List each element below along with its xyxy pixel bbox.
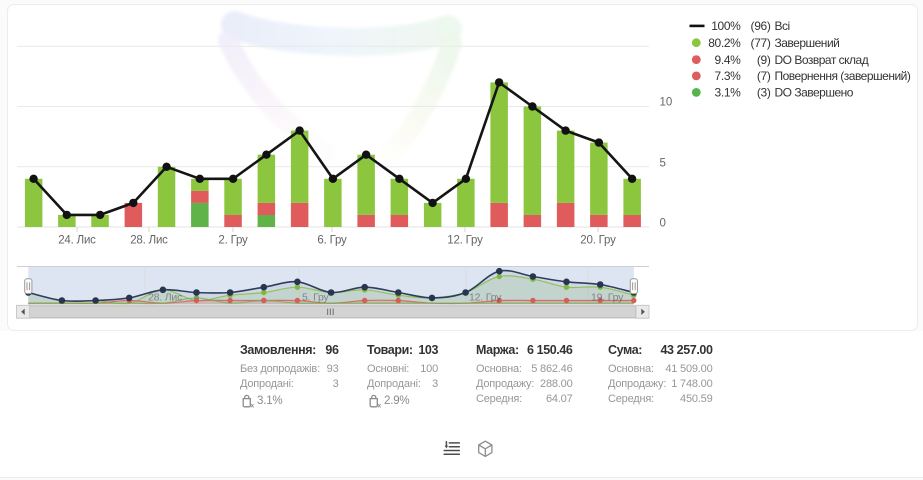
svg-text:20. Гру: 20. Гру (580, 235, 616, 247)
svg-text:3.1%: 3.1% (715, 86, 742, 100)
svg-text:(3): (3) (757, 86, 771, 100)
svg-text:9.4%: 9.4% (715, 53, 742, 67)
svg-text:19. Гру: 19. Гру (591, 292, 624, 304)
svg-text:0: 0 (660, 218, 666, 230)
svg-text:(77): (77) (751, 36, 771, 50)
svg-text:12. Гру: 12. Гру (469, 292, 502, 304)
svg-text:7.3%: 7.3% (715, 69, 742, 83)
svg-text:6. Гру: 6. Гру (317, 235, 347, 247)
svg-text:DO Возврат склад: DO Возврат склад (775, 53, 869, 67)
svg-text:2. Гру: 2. Гру (218, 235, 248, 247)
svg-text:(96): (96) (751, 19, 771, 33)
svg-text:(7): (7) (757, 69, 771, 83)
svg-text:x: x (251, 402, 255, 408)
svg-text:5. Гру: 5. Гру (302, 292, 329, 304)
svg-text:Всі: Всі (775, 19, 790, 33)
svg-text:28. Лис: 28. Лис (148, 292, 182, 304)
svg-text:28. Лис: 28. Лис (130, 235, 168, 247)
svg-text:Завершений: Завершений (775, 36, 840, 50)
svg-text:5: 5 (660, 157, 666, 169)
svg-text:24. Лис: 24. Лис (58, 235, 96, 247)
svg-text:12. Гру: 12. Гру (447, 235, 483, 247)
svg-text:10: 10 (660, 97, 673, 109)
svg-text:80.2%: 80.2% (708, 36, 741, 50)
svg-text:100%: 100% (711, 19, 741, 33)
svg-text:(9): (9) (757, 53, 771, 67)
svg-text:DO Завершено: DO Завершено (775, 86, 854, 100)
svg-text:Повернення (завершений): Повернення (завершений) (775, 69, 911, 83)
svg-text:x: x (378, 402, 382, 408)
